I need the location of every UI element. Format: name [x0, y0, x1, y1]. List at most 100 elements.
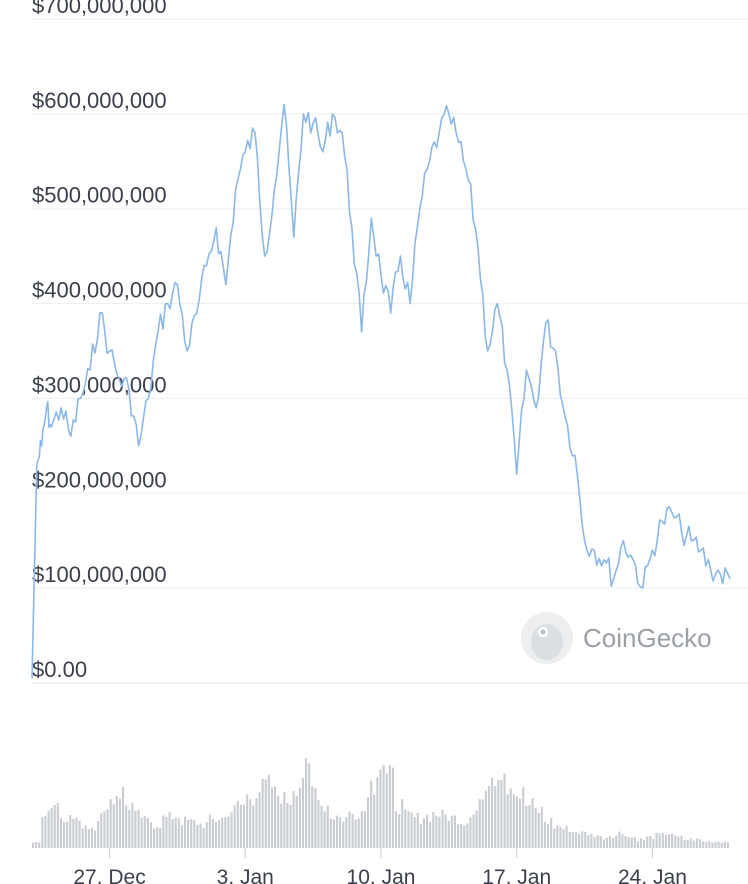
volume-bar	[531, 798, 534, 848]
volume-bar	[90, 827, 93, 848]
x-tick-label: 27. Dec	[73, 866, 145, 884]
volume-bar	[286, 803, 289, 848]
volume-bar	[305, 758, 308, 848]
volume-bar	[664, 834, 667, 848]
volume-bar	[571, 832, 574, 848]
volume-bar	[190, 819, 193, 848]
volume-bar	[140, 817, 143, 848]
volume-bar	[376, 777, 379, 848]
volume-bar	[230, 812, 233, 848]
volume-bar	[444, 814, 447, 848]
volume-bar	[587, 834, 590, 848]
volume-bar	[329, 818, 332, 848]
volume-bar	[208, 814, 211, 848]
volume-bar	[345, 817, 348, 848]
volume-bar	[162, 815, 165, 848]
volume-bar	[699, 839, 702, 848]
volume-bar	[168, 812, 171, 848]
volume-bar	[677, 836, 680, 848]
volume-bar	[680, 835, 683, 848]
price-line	[31, 103, 731, 679]
volume-bar	[398, 814, 401, 848]
volume-bar	[522, 787, 525, 848]
volume-bar	[174, 817, 177, 848]
volume-bar	[547, 824, 550, 848]
volume-bar	[351, 813, 354, 848]
gecko-logo-pupil	[540, 629, 546, 635]
volume-bar	[69, 815, 72, 848]
volume-bar	[270, 787, 273, 848]
volume-bar	[478, 799, 481, 848]
volume-bar	[342, 821, 345, 848]
volume-bar	[484, 790, 487, 848]
volume-bar	[590, 833, 593, 848]
volume-bar	[658, 833, 661, 848]
volume-bar	[50, 807, 53, 848]
volume-bar	[32, 842, 35, 848]
volume-bar	[419, 824, 422, 848]
volume-bar	[373, 794, 376, 848]
volume-bar	[289, 805, 292, 848]
volume-bar	[432, 811, 435, 848]
volume-bar	[453, 815, 456, 848]
y-tick-label: $700,000,000	[32, 0, 167, 18]
volume-bar	[100, 812, 103, 848]
volume-bar	[84, 825, 87, 848]
watermark-text: CoinGecko	[583, 623, 712, 653]
volume-bar	[59, 818, 62, 848]
volume-bar	[267, 774, 270, 848]
volume-bar	[528, 805, 531, 848]
volume-bar	[227, 816, 230, 848]
volume-bar	[640, 838, 643, 848]
volume-bar	[122, 787, 125, 848]
volume-bar	[255, 798, 258, 848]
volume-bar	[97, 821, 100, 848]
volume-bar	[413, 817, 416, 848]
volume-bar	[472, 814, 475, 848]
volume-bar	[574, 832, 577, 848]
volume-bar	[336, 815, 339, 848]
volume-bar	[128, 810, 131, 848]
volume-bar	[202, 828, 205, 848]
volume-bar	[534, 807, 537, 848]
volume-bar	[246, 794, 249, 848]
volume-bar	[543, 821, 546, 848]
volume-bar	[469, 817, 472, 848]
volume-bar	[367, 797, 370, 848]
volume-bar	[475, 810, 478, 848]
volume-bar	[47, 810, 50, 848]
volume-bar	[447, 820, 450, 848]
volume-bar	[422, 818, 425, 848]
volume-bar	[441, 809, 444, 848]
volume-bar	[274, 786, 277, 848]
volume-bar	[512, 794, 515, 848]
volume-bar	[218, 820, 221, 848]
y-tick-label: $400,000,000	[32, 278, 167, 303]
volume-bar	[196, 824, 199, 848]
volume-bar	[249, 799, 252, 848]
volume-bar	[395, 811, 398, 848]
volume-bar	[661, 832, 664, 848]
volume-bar	[221, 817, 224, 848]
y-tick-label: $0.00	[32, 657, 87, 682]
y-tick-label: $600,000,000	[32, 88, 167, 113]
volume-bar	[481, 799, 484, 848]
volume-bar	[624, 836, 627, 848]
volume-bar	[711, 842, 714, 848]
volume-bar	[283, 792, 286, 848]
volume-bar	[581, 831, 584, 848]
volume-bar	[205, 822, 208, 848]
volume-bar	[106, 809, 109, 848]
volume-bar	[236, 800, 239, 848]
volume-bar	[243, 804, 246, 848]
y-tick-label: $100,000,000	[32, 562, 167, 587]
volume-bar	[38, 842, 41, 848]
volume-bar	[277, 795, 280, 848]
volume-bar	[627, 837, 630, 848]
volume-bar	[112, 804, 115, 848]
volume-bar	[391, 767, 394, 848]
volume-bar	[695, 838, 698, 848]
volume-bar	[618, 831, 621, 848]
x-axis-ticks: 27. Dec 3. Jan 10. Jan 17. Jan 24. Jan	[73, 848, 687, 884]
